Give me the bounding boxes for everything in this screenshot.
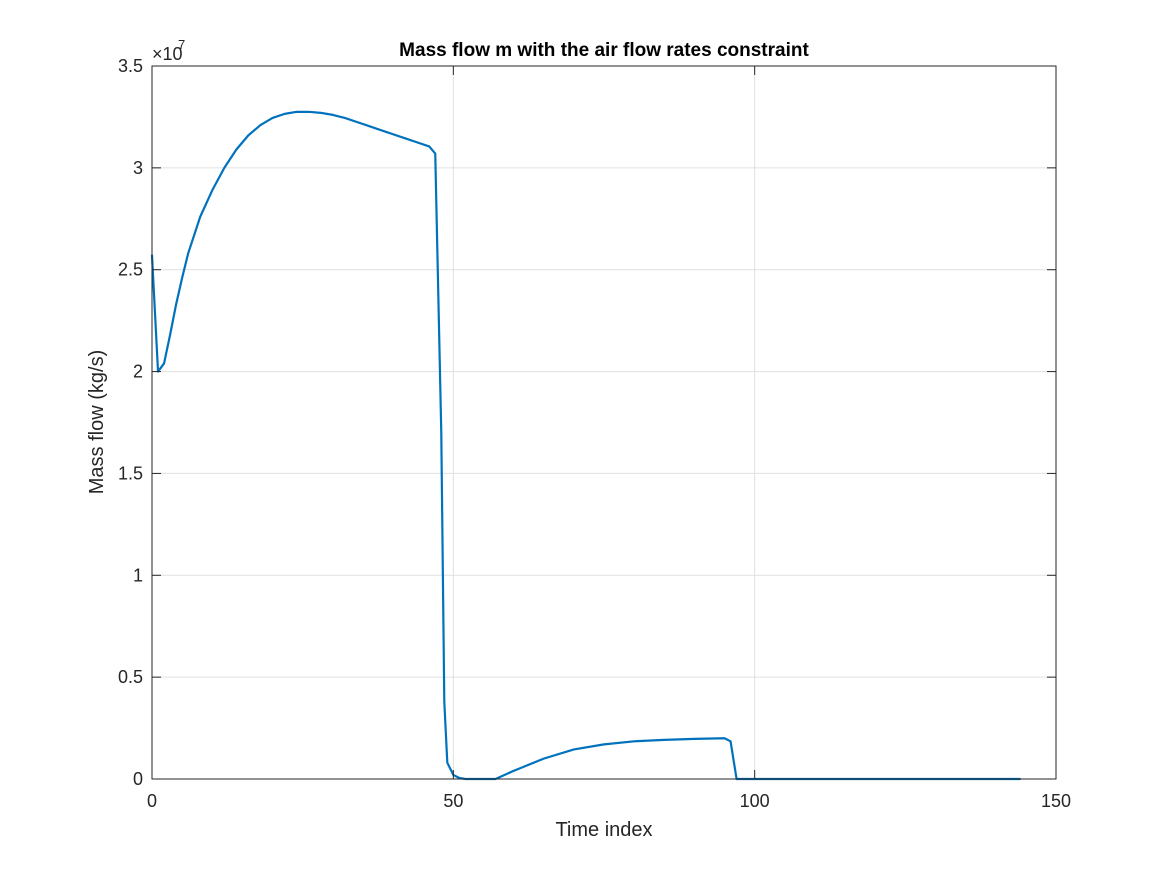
x-tick-label: 100 xyxy=(740,791,770,811)
y-axis-exponent: ×10 7 xyxy=(152,37,185,64)
x-axis-ticks: 0 50 100 150 xyxy=(147,66,1071,811)
axes-box xyxy=(151,65,1057,780)
x-tick-label: 50 xyxy=(443,791,463,811)
chart-title: Mass flow m with the air flow rates cons… xyxy=(399,40,809,61)
y-tick-label: 2 xyxy=(133,362,143,382)
y-tick-label: 0 xyxy=(133,769,143,789)
y-tick-label: 2.5 xyxy=(118,260,143,280)
x-axis-label: Time index xyxy=(555,819,652,841)
y-axis-ticks: 0 0.5 1 1.5 2 2.5 3 3.5 xyxy=(118,56,1056,789)
y-tick-label: 1 xyxy=(133,565,143,585)
x-tick-label: 150 xyxy=(1041,791,1071,811)
plot-area xyxy=(152,66,1056,779)
y-axis-label: Mass flow (kg/s) xyxy=(86,350,108,494)
series-layer xyxy=(150,110,1021,781)
y-tick-label: 0.5 xyxy=(118,667,143,687)
y-axis-exponent-power: 7 xyxy=(178,37,185,52)
grid-lines xyxy=(152,66,1056,779)
y-tick-label: 3 xyxy=(133,158,143,178)
y-tick-label: 3.5 xyxy=(118,56,143,76)
series-line xyxy=(150,110,1021,781)
x-tick-label: 0 xyxy=(147,791,157,811)
y-axis-exponent-base: ×10 xyxy=(152,44,183,64)
axes xyxy=(151,65,1057,780)
y-tick-label: 1.5 xyxy=(118,463,143,483)
